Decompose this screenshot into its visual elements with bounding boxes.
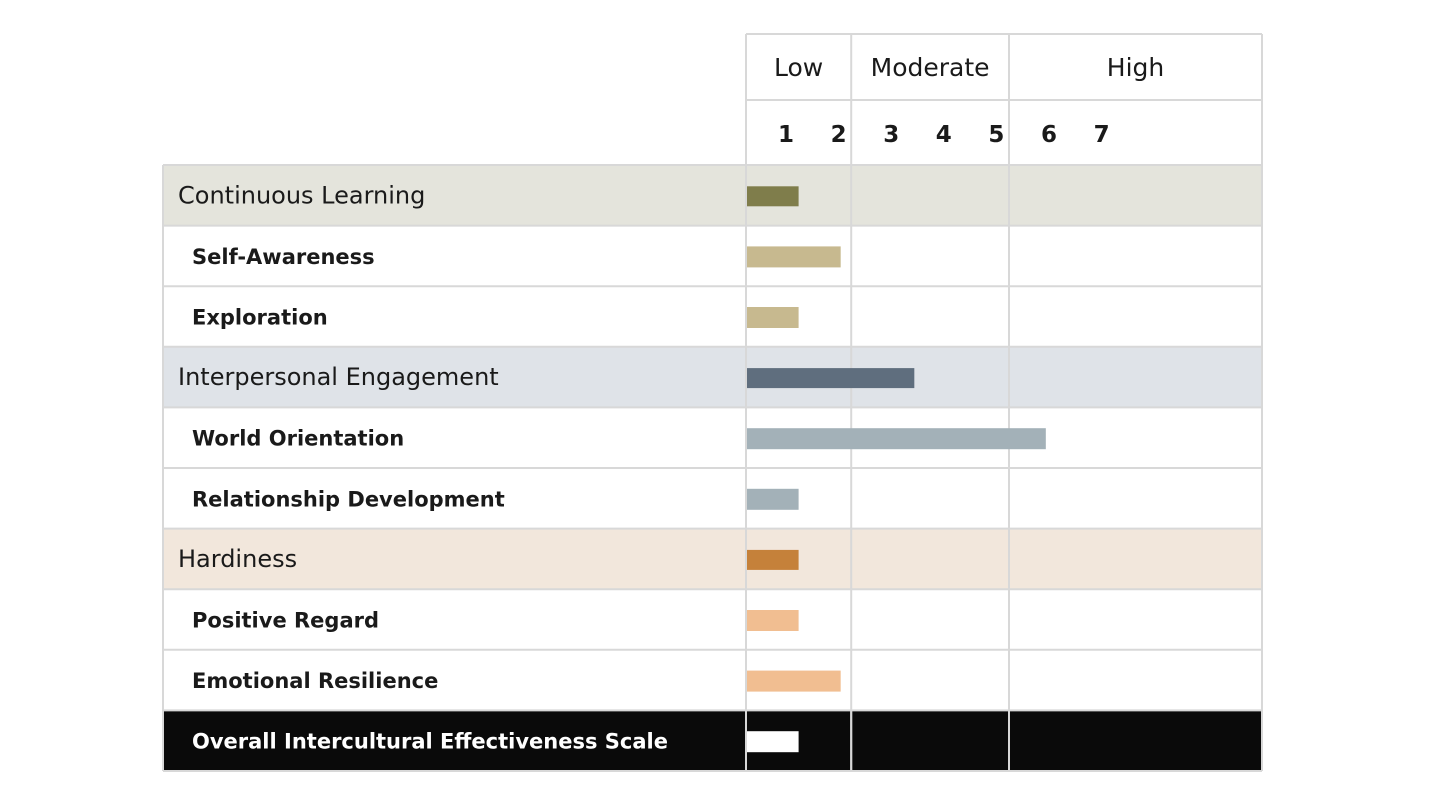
row-background-4 [163,346,1262,408]
row-background-2 [163,225,1262,287]
bar-interpersonal-engagement [747,368,915,389]
tick-label-2: 2 [831,122,847,148]
tick-label-4: 4 [936,122,952,148]
row-label-positive-regard: Positive Regard [192,609,379,633]
bar-positive-regard [747,610,799,631]
bar-hardiness [747,549,799,570]
band-label-moderate: Moderate [871,53,990,82]
row-background-9 [163,649,1262,711]
row-label-exploration: Exploration [192,306,328,330]
bar-self-awareness [747,246,841,268]
row-background-5 [163,407,1262,468]
tick-label-1: 1 [778,122,794,148]
row-label-overall-intercultural-effectiveness-scale: Overall Intercultural Effectiveness Scal… [192,730,668,754]
row-label-world-orientation: World Orientation [192,427,404,451]
bar-relationship-development [747,488,799,510]
tick-label-5: 5 [988,122,1004,148]
bar-emotional-resilience [747,670,841,692]
row-label-interpersonal-engagement: Interpersonal Engagement [178,363,499,391]
row-background-8 [163,589,1262,650]
tick-label-3: 3 [883,122,899,148]
row-label-hardiness: Hardiness [178,545,297,573]
row-label-self-awareness: Self-Awareness [192,245,375,269]
row-background-7 [163,528,1262,590]
row-label-relationship-development: Relationship Development [192,487,505,511]
bar-continuous-learning [747,186,799,207]
band-label-low: Low [774,53,823,82]
tick-label-6: 6 [1041,122,1057,148]
tick-label-7: 7 [1094,122,1110,148]
row-background-3 [163,286,1262,347]
bar-exploration [747,307,799,328]
row-background-1 [163,165,1262,226]
row-label-continuous-learning: Continuous Learning [178,181,425,209]
row-label-emotional-resilience: Emotional Resilience [192,669,438,693]
bar-world-orientation [747,428,1046,450]
bar-overall-intercultural-effectiveness-scale [747,731,799,753]
row-background-10 [163,710,1262,771]
row-background-6 [163,468,1262,529]
band-label-high: High [1107,53,1164,82]
